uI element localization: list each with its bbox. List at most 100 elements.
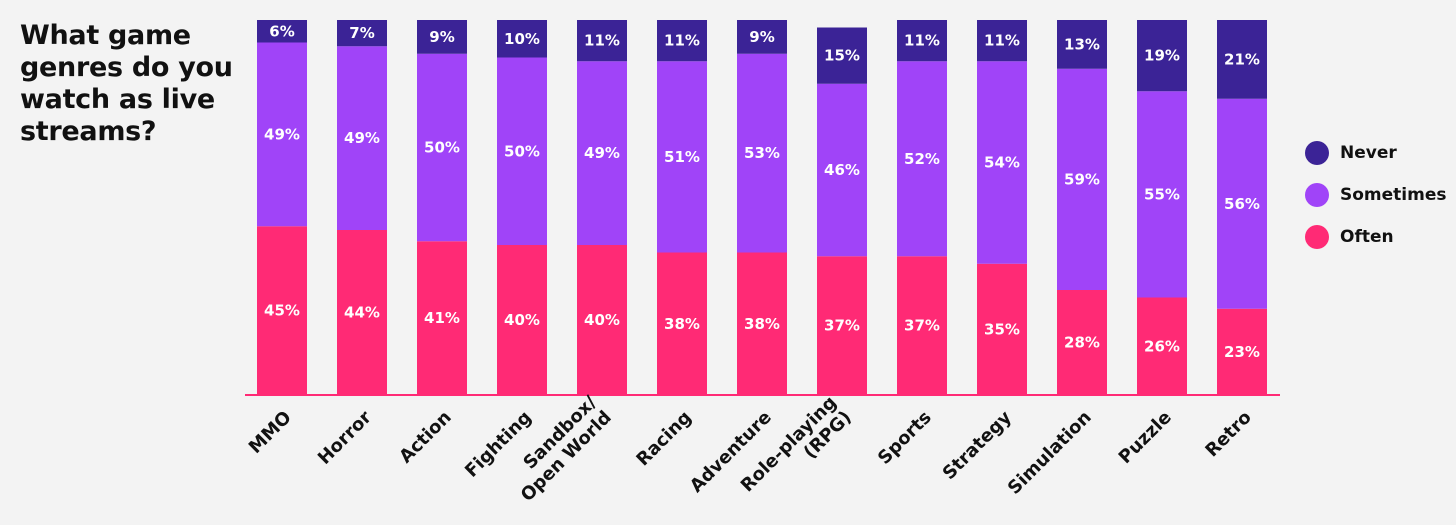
legend-swatch-often	[1305, 225, 1329, 249]
data-label-sometimes: 59%	[1064, 170, 1100, 188]
bar-segment-sometimes	[1137, 91, 1187, 298]
data-label-often: 35%	[984, 320, 1020, 338]
bar-segment-never	[337, 20, 387, 47]
bar-segment-often	[817, 256, 867, 395]
legend-label-sometimes: Sometimes	[1340, 185, 1447, 205]
data-label-sometimes: 50%	[424, 139, 460, 157]
bar-segment-sometimes	[657, 61, 707, 253]
bar-segment-often	[1217, 308, 1267, 395]
bar-segment-sometimes	[817, 83, 867, 257]
data-label-sometimes: 55%	[1144, 185, 1180, 203]
legend-item-never: Never	[1305, 132, 1446, 174]
x-tick-label: Strategy	[939, 407, 1016, 484]
legend-label-never: Never	[1340, 143, 1397, 163]
bar-segment-often	[417, 241, 467, 395]
x-tick-label: Fighting	[461, 407, 536, 482]
legend-swatch-never	[1305, 141, 1329, 165]
data-label-sometimes: 49%	[264, 125, 300, 143]
bar-segment-often	[1137, 297, 1187, 395]
bar-segment-never	[1217, 20, 1267, 99]
data-label-often: 45%	[264, 302, 300, 320]
bar-segment-sometimes	[977, 61, 1027, 264]
data-label-never: 11%	[984, 32, 1020, 50]
bar-segment-never	[897, 20, 947, 62]
x-tick-label: Sports	[874, 407, 936, 469]
bar-segment-often	[897, 256, 947, 395]
data-label-sometimes: 56%	[1224, 195, 1260, 213]
data-label-often: 38%	[664, 315, 700, 333]
data-label-sometimes: 51%	[664, 148, 700, 166]
data-label-often: 37%	[904, 317, 940, 335]
bar-segment-sometimes	[337, 46, 387, 230]
bar-segment-never	[977, 20, 1027, 62]
bar-segment-sometimes	[257, 42, 307, 227]
data-label-never: 15%	[824, 47, 860, 65]
data-label-sometimes: 49%	[584, 144, 620, 162]
bar-segment-often	[737, 252, 787, 395]
data-label-never: 11%	[904, 32, 940, 50]
data-label-never: 9%	[749, 28, 774, 46]
bar-segment-sometimes	[1057, 68, 1107, 290]
data-label-often: 40%	[504, 311, 540, 329]
bar-segment-never	[737, 20, 787, 54]
bar-segment-often	[337, 230, 387, 395]
legend-swatch-sometimes	[1305, 183, 1329, 207]
data-label-often: 44%	[344, 304, 380, 322]
x-tick-label: Retro	[1201, 407, 1255, 461]
data-label-often: 28%	[1064, 334, 1100, 352]
data-label-never: 13%	[1064, 35, 1100, 53]
bar-segment-never	[657, 20, 707, 62]
x-tick-label: Role-playing(RPG)	[737, 392, 856, 511]
data-label-sometimes: 46%	[824, 161, 860, 179]
bar-segment-often	[977, 263, 1027, 395]
data-label-often: 37%	[824, 317, 860, 335]
data-label-often: 40%	[584, 311, 620, 329]
bar-segment-often	[1057, 290, 1107, 395]
x-tick-label: Racing	[632, 407, 695, 470]
bar-segment-often	[497, 245, 547, 395]
bar-segment-never	[257, 20, 307, 43]
bar-segment-sometimes	[497, 57, 547, 245]
data-label-never: 21%	[1224, 50, 1260, 68]
bar-segment-never	[497, 20, 547, 58]
legend-label-often: Often	[1340, 227, 1394, 247]
data-label-often: 26%	[1144, 337, 1180, 355]
data-label-sometimes: 53%	[744, 144, 780, 162]
bar-segment-often	[657, 252, 707, 395]
data-label-never: 7%	[349, 24, 374, 42]
bar-segment-sometimes	[417, 53, 467, 242]
x-tick-label: MMO	[245, 407, 296, 458]
bar-segment-sometimes	[737, 53, 787, 253]
data-label-never: 9%	[429, 28, 454, 46]
bar-segment-sometimes	[1217, 98, 1267, 309]
data-label-never: 19%	[1144, 47, 1180, 65]
data-label-never: 11%	[584, 32, 620, 50]
data-label-sometimes: 49%	[344, 129, 380, 147]
data-label-sometimes: 52%	[904, 150, 940, 168]
data-label-never: 6%	[269, 22, 294, 40]
legend-item-sometimes: Sometimes	[1305, 174, 1446, 216]
x-tick-label: Horror	[314, 407, 376, 469]
data-label-never: 10%	[504, 30, 540, 48]
bar-segment-often	[577, 245, 627, 395]
bar-segment-sometimes	[897, 61, 947, 257]
data-label-never: 11%	[664, 32, 700, 50]
bar-segment-never	[417, 20, 467, 54]
data-label-often: 23%	[1224, 343, 1260, 361]
x-tick-label: Puzzle	[1115, 407, 1176, 468]
bar-segment-never	[577, 20, 627, 62]
chart-title: What game genres do you watch as live st…	[20, 20, 233, 147]
x-tick-label: Action	[395, 407, 456, 468]
data-label-often: 41%	[424, 309, 460, 327]
bar-segment-sometimes	[577, 61, 627, 245]
bars-group: 45% 49% 6% 44% 49% 7% 41% 50% 9% 40% 50% 10% 40% 49% 1…	[257, 20, 1267, 395]
data-label-sometimes: 54%	[984, 154, 1020, 172]
bar-segment-never	[817, 27, 867, 84]
data-label-sometimes: 50%	[504, 142, 540, 160]
bar-segment-never	[1057, 20, 1107, 69]
bar-segment-often	[257, 226, 307, 395]
legend: Never Sometimes Often	[1305, 132, 1446, 258]
bar-segment-never	[1137, 20, 1187, 92]
